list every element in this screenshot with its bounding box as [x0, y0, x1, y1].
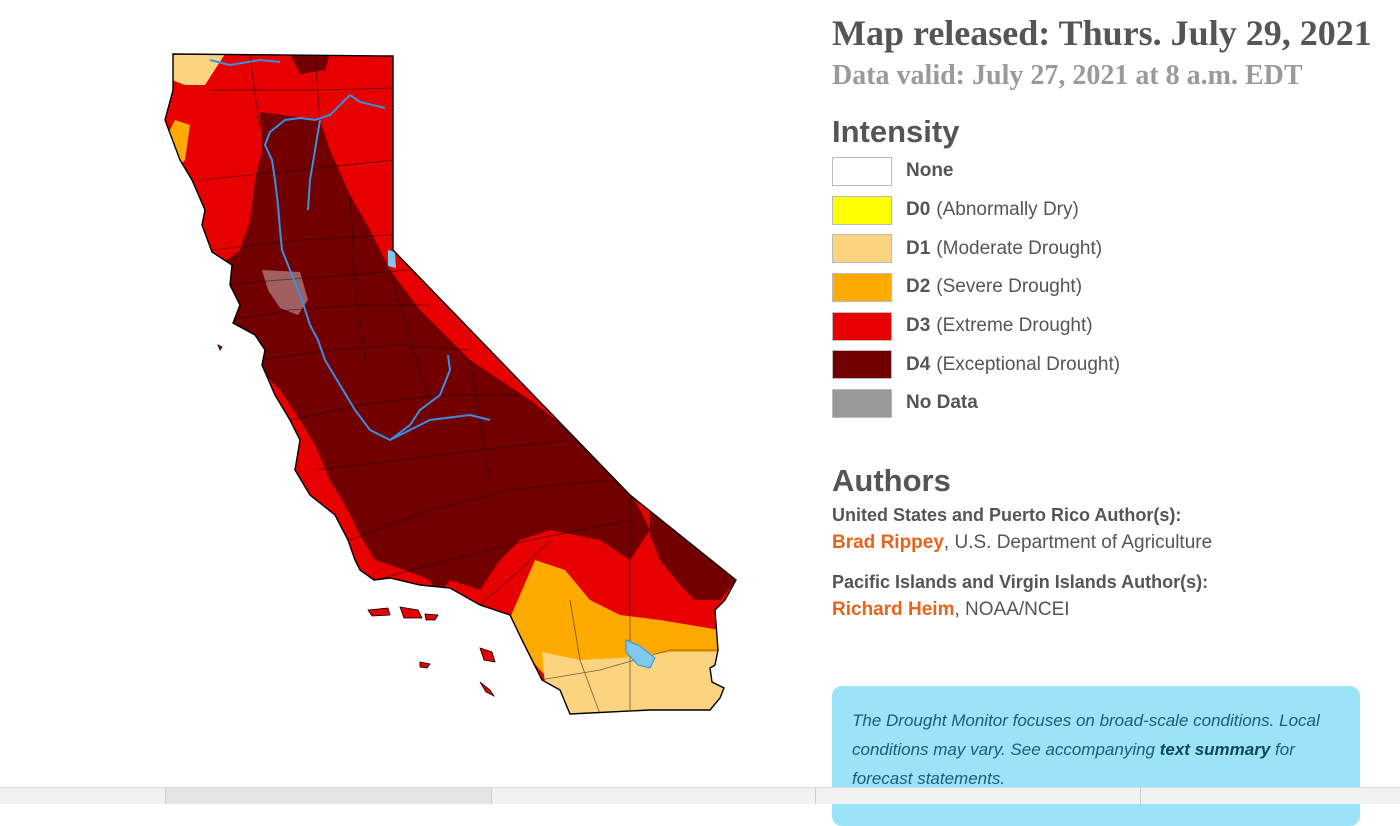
island-san-clemente	[479, 681, 496, 698]
legend-swatch-d0	[832, 195, 892, 225]
california-map-svg[interactable]	[150, 40, 750, 720]
legend-swatch-d1	[832, 234, 892, 264]
map-released-title: Map released: Thurs. July 29, 2021	[832, 13, 1372, 53]
pacific-author-line: Richard Heim, NOAA/NCEI	[832, 599, 1372, 621]
county-lines	[199, 55, 720, 714]
island-santa-cruz	[367, 607, 391, 617]
info-note-box: The Drought Monitor focuses on broad-sca…	[832, 686, 1360, 826]
text-summary-link[interactable]: text summary	[1159, 740, 1271, 759]
d4-central-valley-region	[212, 112, 650, 600]
island-catalina	[479, 647, 496, 663]
info-note-text: The Drought Monitor focuses on broad-sca…	[852, 706, 1340, 793]
legend-row-d0: D0 (Abnormally Dry)	[832, 191, 1372, 230]
legend-code: D2	[906, 276, 931, 298]
legend-swatch-no-data	[832, 388, 892, 418]
legend-code: D1	[906, 237, 931, 259]
note-text-before: The Drought Monitor focuses on broad-sca…	[852, 711, 1320, 759]
legend-code: D3	[906, 315, 931, 337]
legend-row-d3: D3 (Extreme Drought)	[832, 307, 1372, 346]
d1-south-region	[530, 652, 725, 714]
legend-code: No Data	[906, 392, 978, 414]
intensity-legend: None D0 (Abnormally Dry) D1 (Moderate Dr…	[832, 152, 1372, 423]
bottom-tab-active[interactable]	[165, 788, 492, 804]
island-san-nicolas	[419, 661, 431, 669]
legend-swatch-none	[832, 156, 892, 186]
legend-desc: (Extreme Drought)	[936, 315, 1093, 337]
legend-desc: (Moderate Drought)	[936, 237, 1103, 259]
lake-tahoe	[388, 250, 396, 268]
rivers	[209, 58, 491, 442]
bottom-tab-bar	[0, 787, 1400, 804]
legend-row-d2: D2 (Severe Drought)	[832, 268, 1372, 307]
island-farallon	[217, 344, 223, 351]
drought-map[interactable]	[150, 40, 750, 720]
legend-desc: (Severe Drought)	[936, 276, 1083, 298]
author-org: , NOAA/NCEI	[954, 598, 1070, 620]
nodata-region	[262, 270, 308, 315]
authors-title: Authors	[832, 462, 951, 498]
legend-code: None	[906, 160, 954, 182]
note-text-after: for forecast statements.	[852, 740, 1295, 788]
us-author-line: Brad Rippey, U.S. Department of Agricult…	[832, 532, 1372, 554]
legend-row-d1: D1 (Moderate Drought)	[832, 229, 1372, 268]
d4-north-region	[290, 54, 330, 74]
author-link-richard-heim[interactable]: Richard Heim	[832, 598, 955, 620]
author-link-brad-rippey[interactable]: Brad Rippey	[832, 531, 944, 553]
legend-swatch-d4	[832, 350, 892, 380]
legend-code: D0	[906, 199, 931, 221]
state-outline	[164, 53, 737, 715]
d1-northwest-region	[170, 54, 225, 85]
legend-swatch-d2	[832, 272, 892, 302]
salton-sea	[625, 639, 656, 669]
legend-row-d4: D4 (Exceptional Drought)	[832, 345, 1372, 384]
channel-islands	[217, 344, 496, 698]
legend-desc: (Abnormally Dry)	[936, 199, 1079, 221]
legend-swatch-d3	[832, 311, 892, 341]
data-valid-subtitle: Data valid: July 27, 2021 at 8 a.m. EDT	[832, 60, 1303, 91]
intensity-title: Intensity	[832, 114, 960, 149]
legend-row-no-data: No Data	[832, 384, 1372, 423]
info-panel: Map released: Thurs. July 29, 2021 Data …	[832, 12, 1372, 621]
water-bodies	[388, 250, 656, 669]
pacific-authors-heading: Pacific Islands and Virgin Islands Autho…	[832, 571, 1209, 592]
legend-row-none: None	[832, 152, 1372, 191]
us-authors-heading: United States and Puerto Rico Author(s):	[832, 504, 1182, 525]
island-santa-rosa	[424, 613, 439, 621]
author-org: , U.S. Department of Agriculture	[943, 531, 1213, 553]
legend-desc: (Exceptional Drought)	[936, 353, 1121, 375]
bottom-tab-divider	[815, 788, 816, 804]
bottom-tab-divider	[1140, 788, 1141, 804]
island-anacapa	[399, 606, 423, 619]
legend-code: D4	[906, 353, 931, 375]
